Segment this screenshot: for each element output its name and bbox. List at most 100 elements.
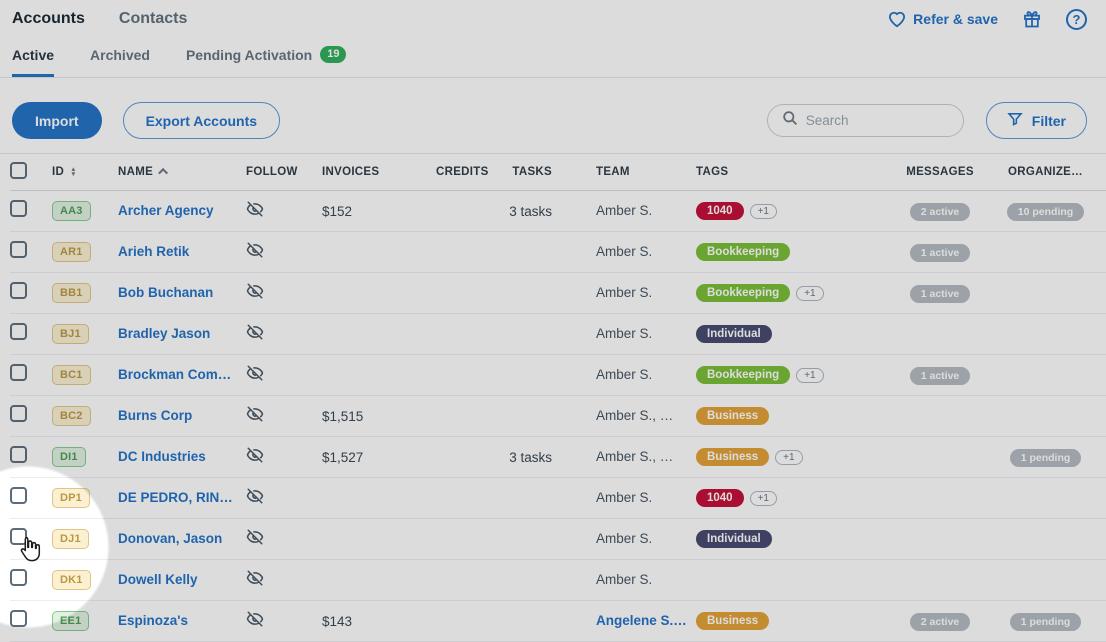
follow-eye-off-icon[interactable] <box>246 487 264 505</box>
row-name-cell: Archer Agency <box>108 202 236 220</box>
row-checkbox[interactable] <box>10 364 27 381</box>
follow-eye-off-icon[interactable] <box>246 200 264 218</box>
row-invoices-cell: $1,527 <box>322 449 364 465</box>
account-name-link[interactable]: Bradley Jason <box>118 326 211 341</box>
follow-eye-off-icon[interactable] <box>246 364 264 382</box>
more-tags-pill[interactable]: +1 <box>749 203 777 219</box>
col-header-invoices[interactable]: INVOICES <box>322 166 380 178</box>
nav-accounts[interactable]: Accounts <box>12 10 85 27</box>
tag-pill-business[interactable]: Business <box>696 448 770 466</box>
tags-group: Bookkeeping +1 <box>696 366 895 384</box>
table-row[interactable]: AR1 Arieh Retik Amber S. Bookkeeping 1 activ… <box>10 232 1106 273</box>
row-checkbox[interactable] <box>10 200 27 217</box>
filter-funnel-icon <box>1007 111 1023 130</box>
tag-pill-bookkeeping[interactable]: Bookkeeping <box>696 284 791 302</box>
account-name-link[interactable]: Archer Agency <box>118 203 214 218</box>
account-name-link[interactable]: Bob Buchanan <box>118 285 214 300</box>
col-header-name[interactable]: NAME <box>108 166 236 178</box>
select-all-checkbox[interactable] <box>10 162 27 179</box>
col-header-follow[interactable]: FOLLOW <box>246 166 298 178</box>
account-name-link[interactable]: Donovan, Jason <box>118 531 223 546</box>
refer-save-link[interactable]: Refer & save <box>888 11 998 28</box>
follow-eye-off-icon[interactable] <box>246 569 264 587</box>
help-icon[interactable]: ? <box>1066 8 1087 30</box>
col-header-tags[interactable]: TAGS <box>696 166 729 178</box>
messages-count-badge[interactable]: 2 active <box>909 612 971 631</box>
col-header-organizers[interactable]: ORGANIZE… <box>1008 166 1083 178</box>
row-checkbox[interactable] <box>10 282 27 299</box>
account-name-link[interactable]: Espinoza's <box>118 613 188 628</box>
gift-icon[interactable] <box>1022 9 1042 29</box>
tab-archived[interactable]: Archived <box>90 46 150 77</box>
tag-pill-individual[interactable]: Individual <box>696 530 772 548</box>
tab-pending-activation[interactable]: Pending Activation 19 <box>186 46 347 77</box>
tag-pill-business[interactable]: Business <box>696 612 770 630</box>
col-header-id[interactable]: ID ▲ ▼ <box>44 166 108 178</box>
row-checkbox[interactable] <box>10 446 27 463</box>
tag-pill-business[interactable]: Business <box>696 407 770 425</box>
organizers-count-badge[interactable]: 1 pending <box>1009 612 1082 631</box>
col-header-credits[interactable]: CREDITS <box>436 166 489 178</box>
table-row[interactable]: BB1 Bob Buchanan Amber S. Bookkeeping +1 1 ac… <box>10 273 1106 314</box>
follow-eye-off-icon[interactable] <box>246 446 264 464</box>
row-checkbox[interactable] <box>10 405 27 422</box>
row-checkbox[interactable] <box>10 528 27 545</box>
tags-group: Business +1 <box>696 448 895 466</box>
tag-pill-bookkeeping[interactable]: Bookkeeping <box>696 243 791 261</box>
col-header-tasks[interactable]: TASKS <box>512 166 552 178</box>
table-row[interactable]: BJ1 Bradley Jason Amber S. Individual <box>10 314 1106 355</box>
follow-eye-off-icon[interactable] <box>246 282 264 300</box>
table-row[interactable]: DJ1 Donovan, Jason Amber S. Individual <box>10 519 1106 560</box>
more-tags-pill[interactable]: +1 <box>796 367 824 383</box>
row-id-cell: BB1 <box>44 283 108 303</box>
search-input[interactable] <box>805 113 946 128</box>
row-checkbox[interactable] <box>10 487 27 504</box>
table-row[interactable]: DK1 Dowell Kelly Amber S. <box>10 560 1106 601</box>
row-checkbox[interactable] <box>10 610 27 627</box>
follow-eye-off-icon[interactable] <box>246 610 264 628</box>
export-accounts-button[interactable]: Export Accounts <box>122 102 281 139</box>
account-name-link[interactable]: Burns Corp <box>118 408 193 423</box>
more-tags-pill[interactable]: +1 <box>775 449 803 465</box>
col-header-messages[interactable]: MESSAGES <box>906 166 974 178</box>
account-name-link[interactable]: Arieh Retik <box>118 244 190 259</box>
more-tags-pill[interactable]: +1 <box>796 285 824 301</box>
messages-count-badge[interactable]: 2 active <box>909 202 971 221</box>
organizers-count-badge[interactable]: 10 pending <box>1006 202 1085 221</box>
row-checkbox[interactable] <box>10 569 27 586</box>
account-name-link[interactable]: DE PEDRO, RIN… <box>118 490 233 505</box>
table-row[interactable]: BC1 Brockman Com… Amber S. Bookkeeping +1 1 a… <box>10 355 1106 396</box>
tab-archived-label: Archived <box>90 46 150 63</box>
follow-eye-off-icon[interactable] <box>246 405 264 423</box>
table-row[interactable]: EE1 Espinoza's $143 Angelene S.… Business 2 a… <box>10 601 1106 642</box>
tag-pill-bookkeeping[interactable]: Bookkeeping <box>696 366 791 384</box>
messages-count-badge[interactable]: 1 active <box>909 284 971 303</box>
import-button[interactable]: Import <box>12 102 102 139</box>
search-box[interactable] <box>766 104 964 137</box>
team-member-link[interactable]: Angelene S.… <box>596 613 687 628</box>
account-name-link[interactable]: Brockman Com… <box>118 367 232 382</box>
follow-eye-off-icon[interactable] <box>246 241 264 259</box>
messages-count-badge[interactable]: 1 active <box>909 243 971 262</box>
tab-active[interactable]: Active <box>12 46 55 77</box>
follow-eye-off-icon[interactable] <box>246 528 264 546</box>
tag-pill-1040[interactable]: 1040 <box>696 489 744 507</box>
table-row[interactable]: AA3 Archer Agency $152 3 tasks Amber S. 1040 +… <box>10 191 1106 232</box>
follow-eye-off-icon[interactable] <box>246 323 264 341</box>
row-tags-cell: Bookkeeping +1 <box>686 284 895 302</box>
tag-pill-individual[interactable]: Individual <box>696 325 772 343</box>
filter-button[interactable]: Filter <box>985 102 1087 139</box>
table-row[interactable]: BC2 Burns Corp $1,515 Amber S., … Business <box>10 396 1106 437</box>
nav-contacts[interactable]: Contacts <box>118 10 188 27</box>
table-row[interactable]: DP1 DE PEDRO, RIN… Amber S. 1040 +1 <box>10 478 1106 519</box>
account-name-link[interactable]: Dowell Kelly <box>118 572 198 587</box>
row-checkbox[interactable] <box>10 323 27 340</box>
account-name-link[interactable]: DC Industries <box>118 449 206 464</box>
row-checkbox[interactable] <box>10 241 27 258</box>
more-tags-pill[interactable]: +1 <box>749 490 777 506</box>
tag-pill-1040[interactable]: 1040 <box>696 202 744 220</box>
messages-count-badge[interactable]: 1 active <box>909 366 971 385</box>
table-row[interactable]: DI1 DC Industries $1,527 3 tasks Amber S., …… <box>10 437 1106 478</box>
organizers-count-badge[interactable]: 1 pending <box>1009 448 1082 467</box>
col-header-team[interactable]: TEAM <box>596 166 630 178</box>
